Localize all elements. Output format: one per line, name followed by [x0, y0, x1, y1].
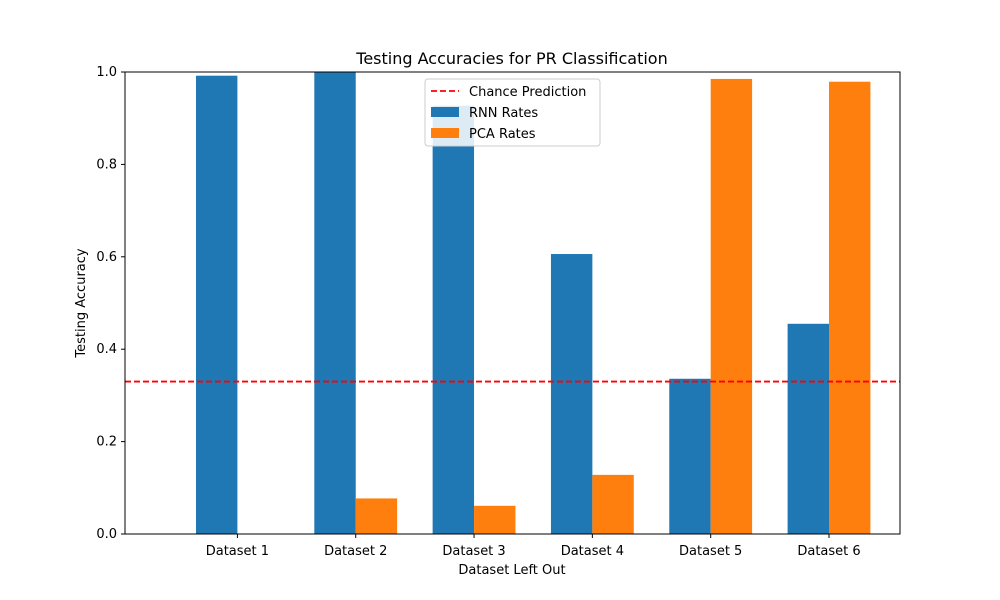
- legend-swatch-rnn-rates: [431, 107, 459, 117]
- x-tick-label: Dataset 3: [442, 544, 505, 559]
- x-tick-label: Dataset 1: [206, 544, 269, 559]
- bar-pca-rates-4: [592, 474, 634, 534]
- bars-layer: [195, 72, 871, 535]
- x-axis: Dataset 1 Dataset 2 Dataset 3 Dataset 4 Data…: [206, 534, 861, 559]
- bar-rnn-rates-4: [550, 254, 593, 534]
- bar-pca-rates-3: [474, 505, 516, 534]
- y-tick-label: 0.4: [96, 342, 117, 357]
- chart-title: Testing Accuracies for PR Classification: [355, 49, 667, 68]
- x-tick-label: Dataset 2: [324, 544, 387, 559]
- x-tick-label: Dataset 4: [561, 544, 624, 559]
- bar-rnn-rates-1: [195, 75, 238, 535]
- legend: Chance Prediction RNN Rates PCA Rates: [424, 78, 601, 147]
- legend-label: PCA Rates: [469, 127, 536, 142]
- bar-pca-rates-2: [355, 498, 398, 534]
- y-tick-label: 0.2: [96, 435, 117, 450]
- y-axis: 0.0 0.2 0.4 0.6 0.8 1.0: [96, 65, 125, 542]
- x-axis-label: Dataset Left Out: [458, 563, 565, 578]
- y-tick-label: 0.0: [96, 527, 117, 542]
- bar-rnn-rates-3: [432, 105, 475, 534]
- x-tick-label: Dataset 5: [679, 544, 742, 559]
- legend-label: RNN Rates: [469, 106, 538, 121]
- bar-rnn-rates-2: [314, 72, 356, 534]
- bar-pca-rates-6: [829, 81, 871, 535]
- legend-box: [424, 78, 601, 147]
- x-tick-label: Dataset 6: [797, 544, 860, 559]
- bar-pca-rates-5: [710, 78, 753, 535]
- bar-rnn-rates-5: [669, 378, 711, 534]
- legend-label: Chance Prediction: [469, 85, 586, 100]
- y-tick-label: 0.6: [96, 250, 117, 265]
- y-tick-label: 1.0: [96, 65, 117, 80]
- bar-rnn-rates-6: [787, 323, 830, 534]
- legend-swatch-pca-rates: [431, 128, 459, 138]
- y-tick-label: 0.8: [96, 157, 117, 172]
- plot-frame: [124, 71, 901, 535]
- y-axis-label: Testing Accuracy: [74, 248, 89, 358]
